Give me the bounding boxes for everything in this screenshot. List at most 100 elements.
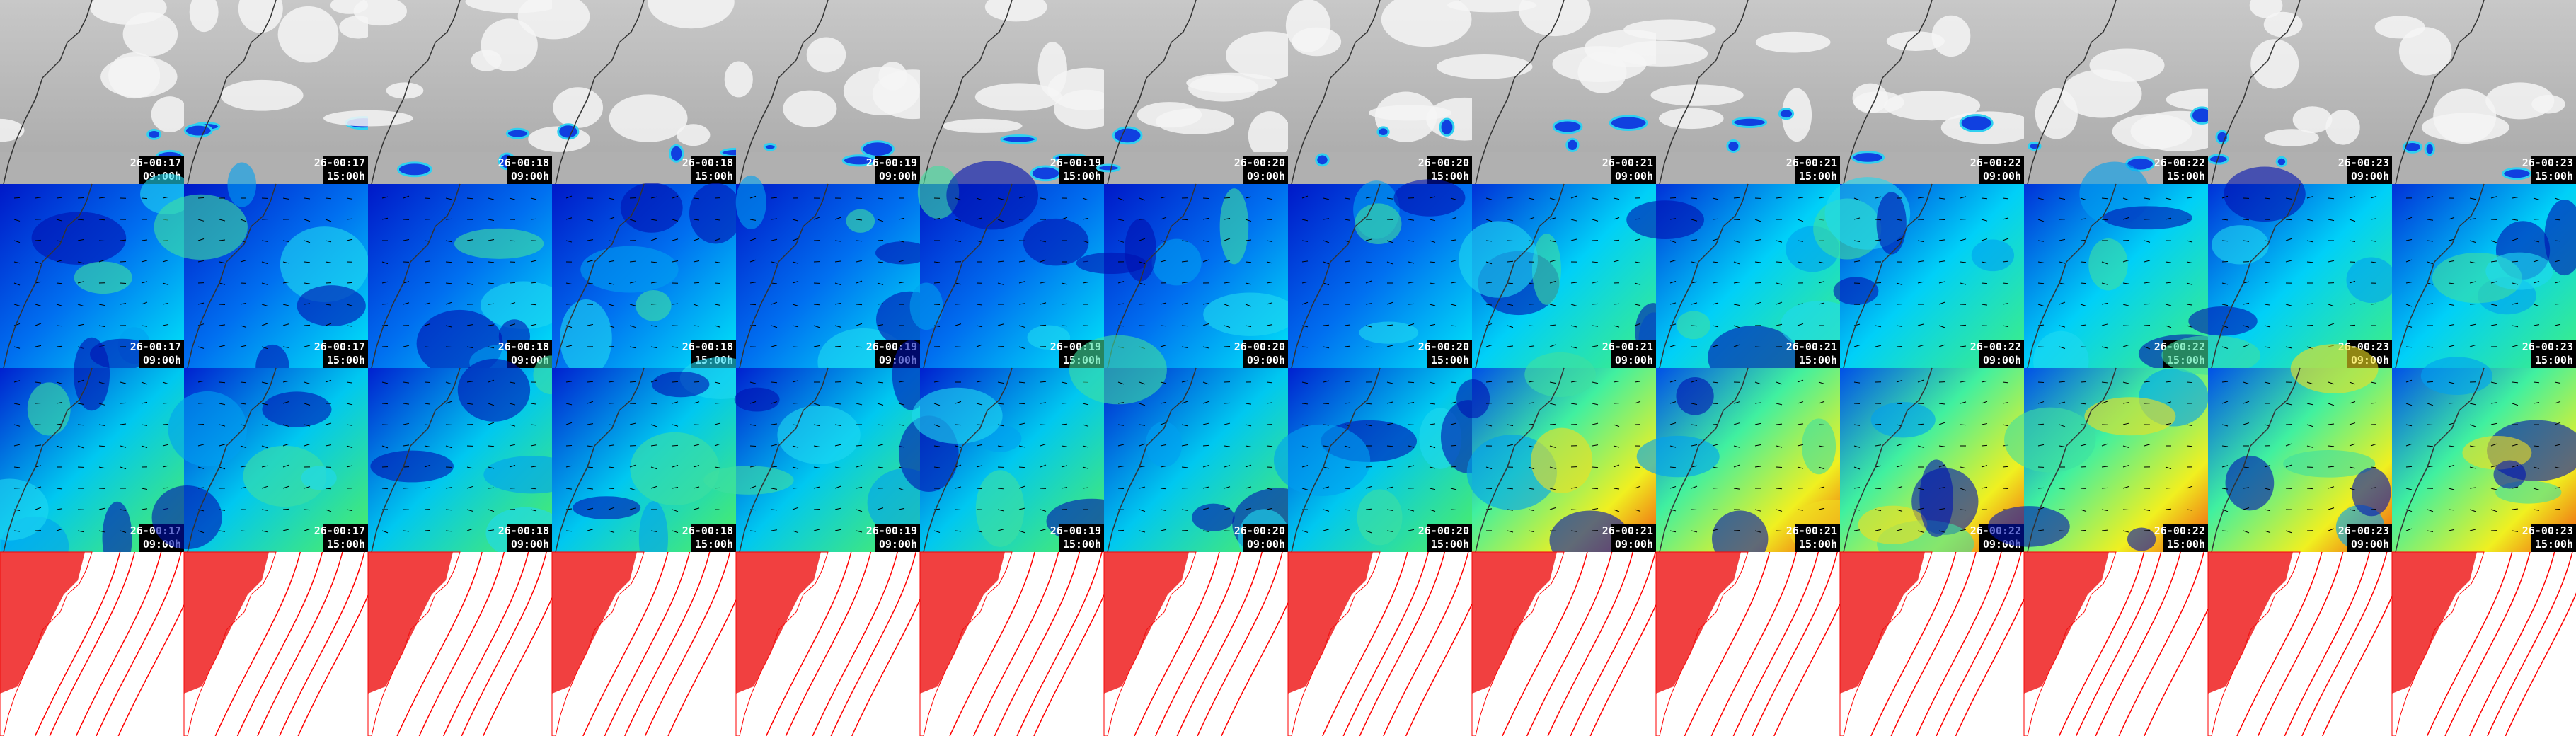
wind-arrow: [2448, 324, 2455, 326]
wind-arrow: [792, 304, 799, 306]
wind-arrow: [1040, 281, 1047, 284]
wind-arrow: [1896, 486, 1903, 489]
wind-arrow: [530, 197, 537, 200]
wind-arrow: [898, 281, 905, 284]
wind-arrow: [933, 445, 941, 447]
wind-arrow: [1408, 509, 1415, 512]
label-box: [139, 340, 184, 368]
wind-arrow: [629, 422, 636, 425]
wind-arrow: [2349, 509, 2356, 512]
wind-arrow: [282, 304, 289, 306]
wind-arrow: [219, 345, 226, 347]
wind-arrow: [2221, 195, 2229, 199]
wind-arrow: [1224, 282, 1231, 284]
date-label: 26-00:19: [866, 524, 917, 537]
field-blob: [846, 209, 875, 233]
wind-arrow: [424, 445, 431, 447]
wind-arrow: [2285, 304, 2292, 306]
wind-arrow: [1507, 197, 1514, 199]
wind-arrow: [1018, 325, 1025, 328]
wind-arrow: [1754, 261, 1761, 263]
wind-arrow: [2512, 465, 2519, 468]
label-box: [2347, 524, 2392, 552]
wind-arrow: [1082, 403, 1089, 406]
wind-arrow: [219, 219, 226, 222]
wind-arrow: [2037, 507, 2045, 510]
field-blob: [2103, 206, 2192, 230]
wind-arrow: [1917, 488, 1924, 490]
wind-arrow: [2448, 422, 2455, 425]
wind-arrow: [1669, 422, 1677, 425]
wind-arrow: [1245, 196, 1252, 199]
wind-arrow: [2165, 304, 2172, 306]
wind-arrow: [792, 219, 799, 222]
cloud-gap: [1931, 15, 1971, 57]
wind-arrow: [1917, 507, 1924, 510]
wind-arrow: [1960, 529, 1967, 531]
wind-arrow: [1613, 325, 1620, 328]
wind-arrow: [565, 217, 573, 220]
wind-arrow: [856, 486, 863, 489]
wind-arrow: [933, 282, 941, 284]
wind-arrow: [898, 381, 905, 383]
wind-arrow: [381, 196, 389, 199]
wind-arrow: [1754, 282, 1761, 284]
wind-arrow: [2122, 381, 2129, 384]
field-blob: [1145, 421, 1183, 468]
wind-arrow: [2080, 324, 2087, 326]
wind-arrow: [1301, 381, 1309, 384]
wind-arrow: [282, 197, 289, 200]
wind-arrow: [488, 403, 495, 406]
isobar: [2118, 551, 2204, 736]
wind-arrow: [1301, 445, 1309, 448]
wind-arrow: [325, 219, 332, 222]
wind-arrow: [1733, 282, 1740, 284]
isobar: [624, 551, 711, 736]
wind-arrow: [445, 445, 452, 449]
wind-arrow: [1485, 304, 1493, 306]
wind-arrow: [1202, 444, 1209, 447]
wind-arrow: [1592, 219, 1599, 222]
field-blob: [1988, 506, 2070, 547]
wind-arrow: [1754, 509, 1761, 512]
wind-arrow: [2328, 304, 2335, 307]
wind-arrow: [1733, 344, 1740, 347]
wind-arrow: [1202, 346, 1209, 349]
field-blob: [735, 175, 766, 230]
wind-arrow: [2554, 219, 2561, 221]
isobar: [2075, 551, 2162, 736]
wind-arrow: [1429, 423, 1436, 425]
wind-arrow: [1450, 282, 1457, 284]
coastline: [371, 0, 461, 185]
coastline: [1475, 183, 1565, 369]
isobar: [2284, 551, 2371, 736]
wind-arrow: [1960, 282, 1967, 285]
wind-arrow: [1323, 380, 1330, 383]
cloud-gap: [974, 83, 1062, 111]
coastline: [2395, 367, 2485, 553]
wind-arrow: [1018, 445, 1025, 448]
wind-arrow: [1528, 488, 1535, 490]
wind-arrow: [282, 508, 289, 510]
wind-arrow: [219, 381, 226, 384]
wind-arrow: [1386, 345, 1393, 347]
time-label: 15:00h: [327, 354, 365, 367]
field-blob: [2544, 199, 2576, 276]
coastline: [1107, 367, 1197, 553]
wind-arrow: [445, 301, 452, 305]
cloud-gap: [1436, 54, 1533, 79]
wind-arrow: [1634, 304, 1641, 306]
wind-arrow: [650, 219, 657, 221]
wind-arrow: [77, 304, 84, 306]
wind-arrow: [509, 381, 516, 384]
wind-arrow: [2512, 345, 2519, 347]
wind-arrow: [1082, 466, 1089, 469]
wind-arrow: [56, 219, 63, 222]
wind-arrow: [77, 261, 84, 264]
wind-arrow: [381, 381, 389, 384]
wind-arrow: [98, 507, 105, 510]
